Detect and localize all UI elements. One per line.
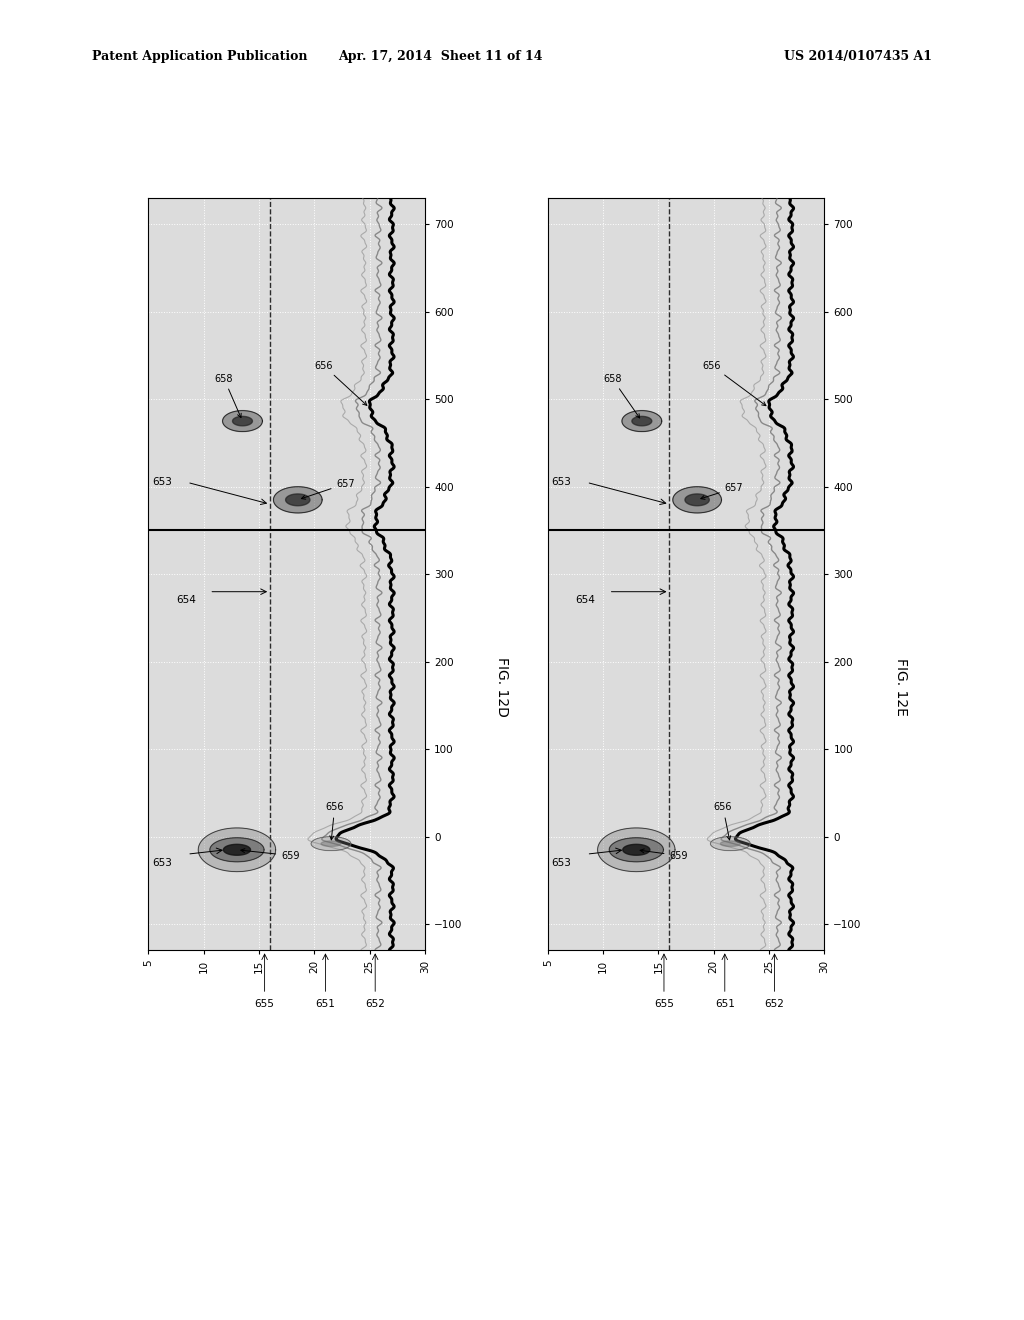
Text: 657: 657 (301, 479, 355, 499)
Text: 659: 659 (241, 849, 300, 861)
Text: 652: 652 (366, 998, 385, 1008)
Polygon shape (199, 828, 275, 871)
Text: 652: 652 (765, 998, 784, 1008)
Text: US 2014/0107435 A1: US 2014/0107435 A1 (783, 50, 932, 63)
Polygon shape (711, 837, 751, 850)
Polygon shape (273, 487, 323, 513)
Polygon shape (622, 411, 662, 432)
Text: 654: 654 (176, 595, 196, 606)
Text: 653: 653 (152, 478, 172, 487)
Polygon shape (286, 494, 310, 506)
Text: FIG. 12E: FIG. 12E (894, 659, 908, 715)
Polygon shape (623, 845, 650, 855)
Text: 653: 653 (551, 478, 571, 487)
Text: 658: 658 (215, 374, 242, 417)
Text: 654: 654 (575, 595, 595, 606)
Text: 653: 653 (152, 858, 172, 869)
Polygon shape (222, 411, 262, 432)
Text: Apr. 17, 2014  Sheet 11 of 14: Apr. 17, 2014 Sheet 11 of 14 (338, 50, 543, 63)
Text: Patent Application Publication: Patent Application Publication (92, 50, 307, 63)
Polygon shape (673, 487, 722, 513)
Text: 655: 655 (255, 998, 274, 1008)
Polygon shape (685, 494, 710, 506)
Text: 656: 656 (714, 803, 732, 840)
Polygon shape (223, 845, 251, 855)
Text: 656: 656 (702, 360, 766, 405)
Text: 655: 655 (654, 998, 674, 1008)
Text: 653: 653 (551, 858, 571, 869)
Polygon shape (321, 841, 341, 846)
Text: FIG. 12D: FIG. 12D (495, 657, 509, 717)
Text: 651: 651 (715, 998, 735, 1008)
Polygon shape (609, 838, 664, 862)
Text: 656: 656 (326, 803, 344, 840)
Polygon shape (632, 416, 652, 426)
Polygon shape (598, 828, 675, 871)
Text: 656: 656 (314, 360, 367, 405)
Polygon shape (210, 838, 264, 862)
Polygon shape (720, 841, 740, 846)
Text: 657: 657 (700, 483, 743, 499)
Text: 658: 658 (603, 374, 640, 418)
Polygon shape (232, 416, 253, 426)
Polygon shape (311, 837, 351, 850)
Text: 651: 651 (315, 998, 336, 1008)
Text: 659: 659 (640, 849, 688, 861)
